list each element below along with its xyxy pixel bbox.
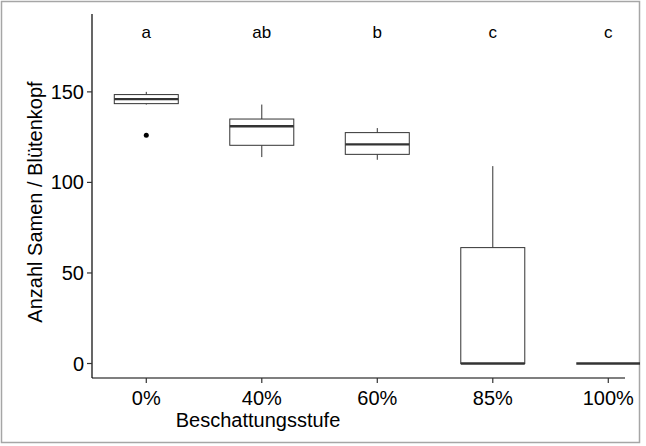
box <box>461 248 525 364</box>
annotation: ab <box>252 23 271 42</box>
y-tick-label: 0 <box>73 353 84 375</box>
y-tick-label: 50 <box>62 262 84 284</box>
x-axis-title: Beschattungsstufe <box>176 409 341 431</box>
chart: 0 50 100 150 0% 40% 60% 85% 100% Beschattungsstuf… <box>0 0 646 446</box>
median <box>461 362 525 364</box>
y-tick-label: 150 <box>51 81 84 103</box>
median <box>576 362 640 364</box>
box <box>230 119 294 145</box>
x-tick-label: 40% <box>242 387 282 409</box>
x-tick-label: 60% <box>357 387 397 409</box>
median <box>345 143 409 145</box>
median <box>230 125 294 127</box>
upper-whisker <box>377 128 378 133</box>
annotation: a <box>142 23 152 42</box>
x-tick-label: 85% <box>473 387 513 409</box>
y-tick <box>87 91 92 92</box>
plot-area <box>114 92 640 364</box>
y-tick-label: 100 <box>51 171 84 193</box>
y-axis-title: Anzahl Samen / Blütenkopf <box>24 81 46 323</box>
x-tick <box>261 378 262 383</box>
x-tick-label: 0% <box>132 387 161 409</box>
median <box>114 98 178 100</box>
lower-whisker <box>261 145 262 157</box>
x-tick <box>146 378 147 383</box>
x-tick <box>492 378 493 383</box>
box-group <box>230 105 294 158</box>
box <box>345 133 409 155</box>
y-axis <box>91 14 92 378</box>
y-tick <box>87 363 92 364</box>
x-tick <box>377 378 378 383</box>
box-group <box>461 166 525 363</box>
annotation: c <box>604 23 613 42</box>
outer-border <box>2 2 640 443</box>
box <box>576 363 640 364</box>
annotation: c <box>489 23 498 42</box>
x-axis <box>92 377 625 378</box>
lower-whisker <box>377 154 378 159</box>
box-group <box>345 128 409 160</box>
upper-whisker <box>492 166 493 247</box>
x-tick-label: 100% <box>583 387 634 409</box>
y-tick <box>87 182 92 183</box>
box-group <box>576 363 640 364</box>
annotation: b <box>373 23 382 42</box>
y-tick <box>87 272 92 273</box>
upper-whisker <box>261 105 262 119</box>
box-group <box>114 92 178 138</box>
box <box>114 95 178 104</box>
outlier <box>144 133 149 138</box>
x-tick <box>608 378 609 383</box>
